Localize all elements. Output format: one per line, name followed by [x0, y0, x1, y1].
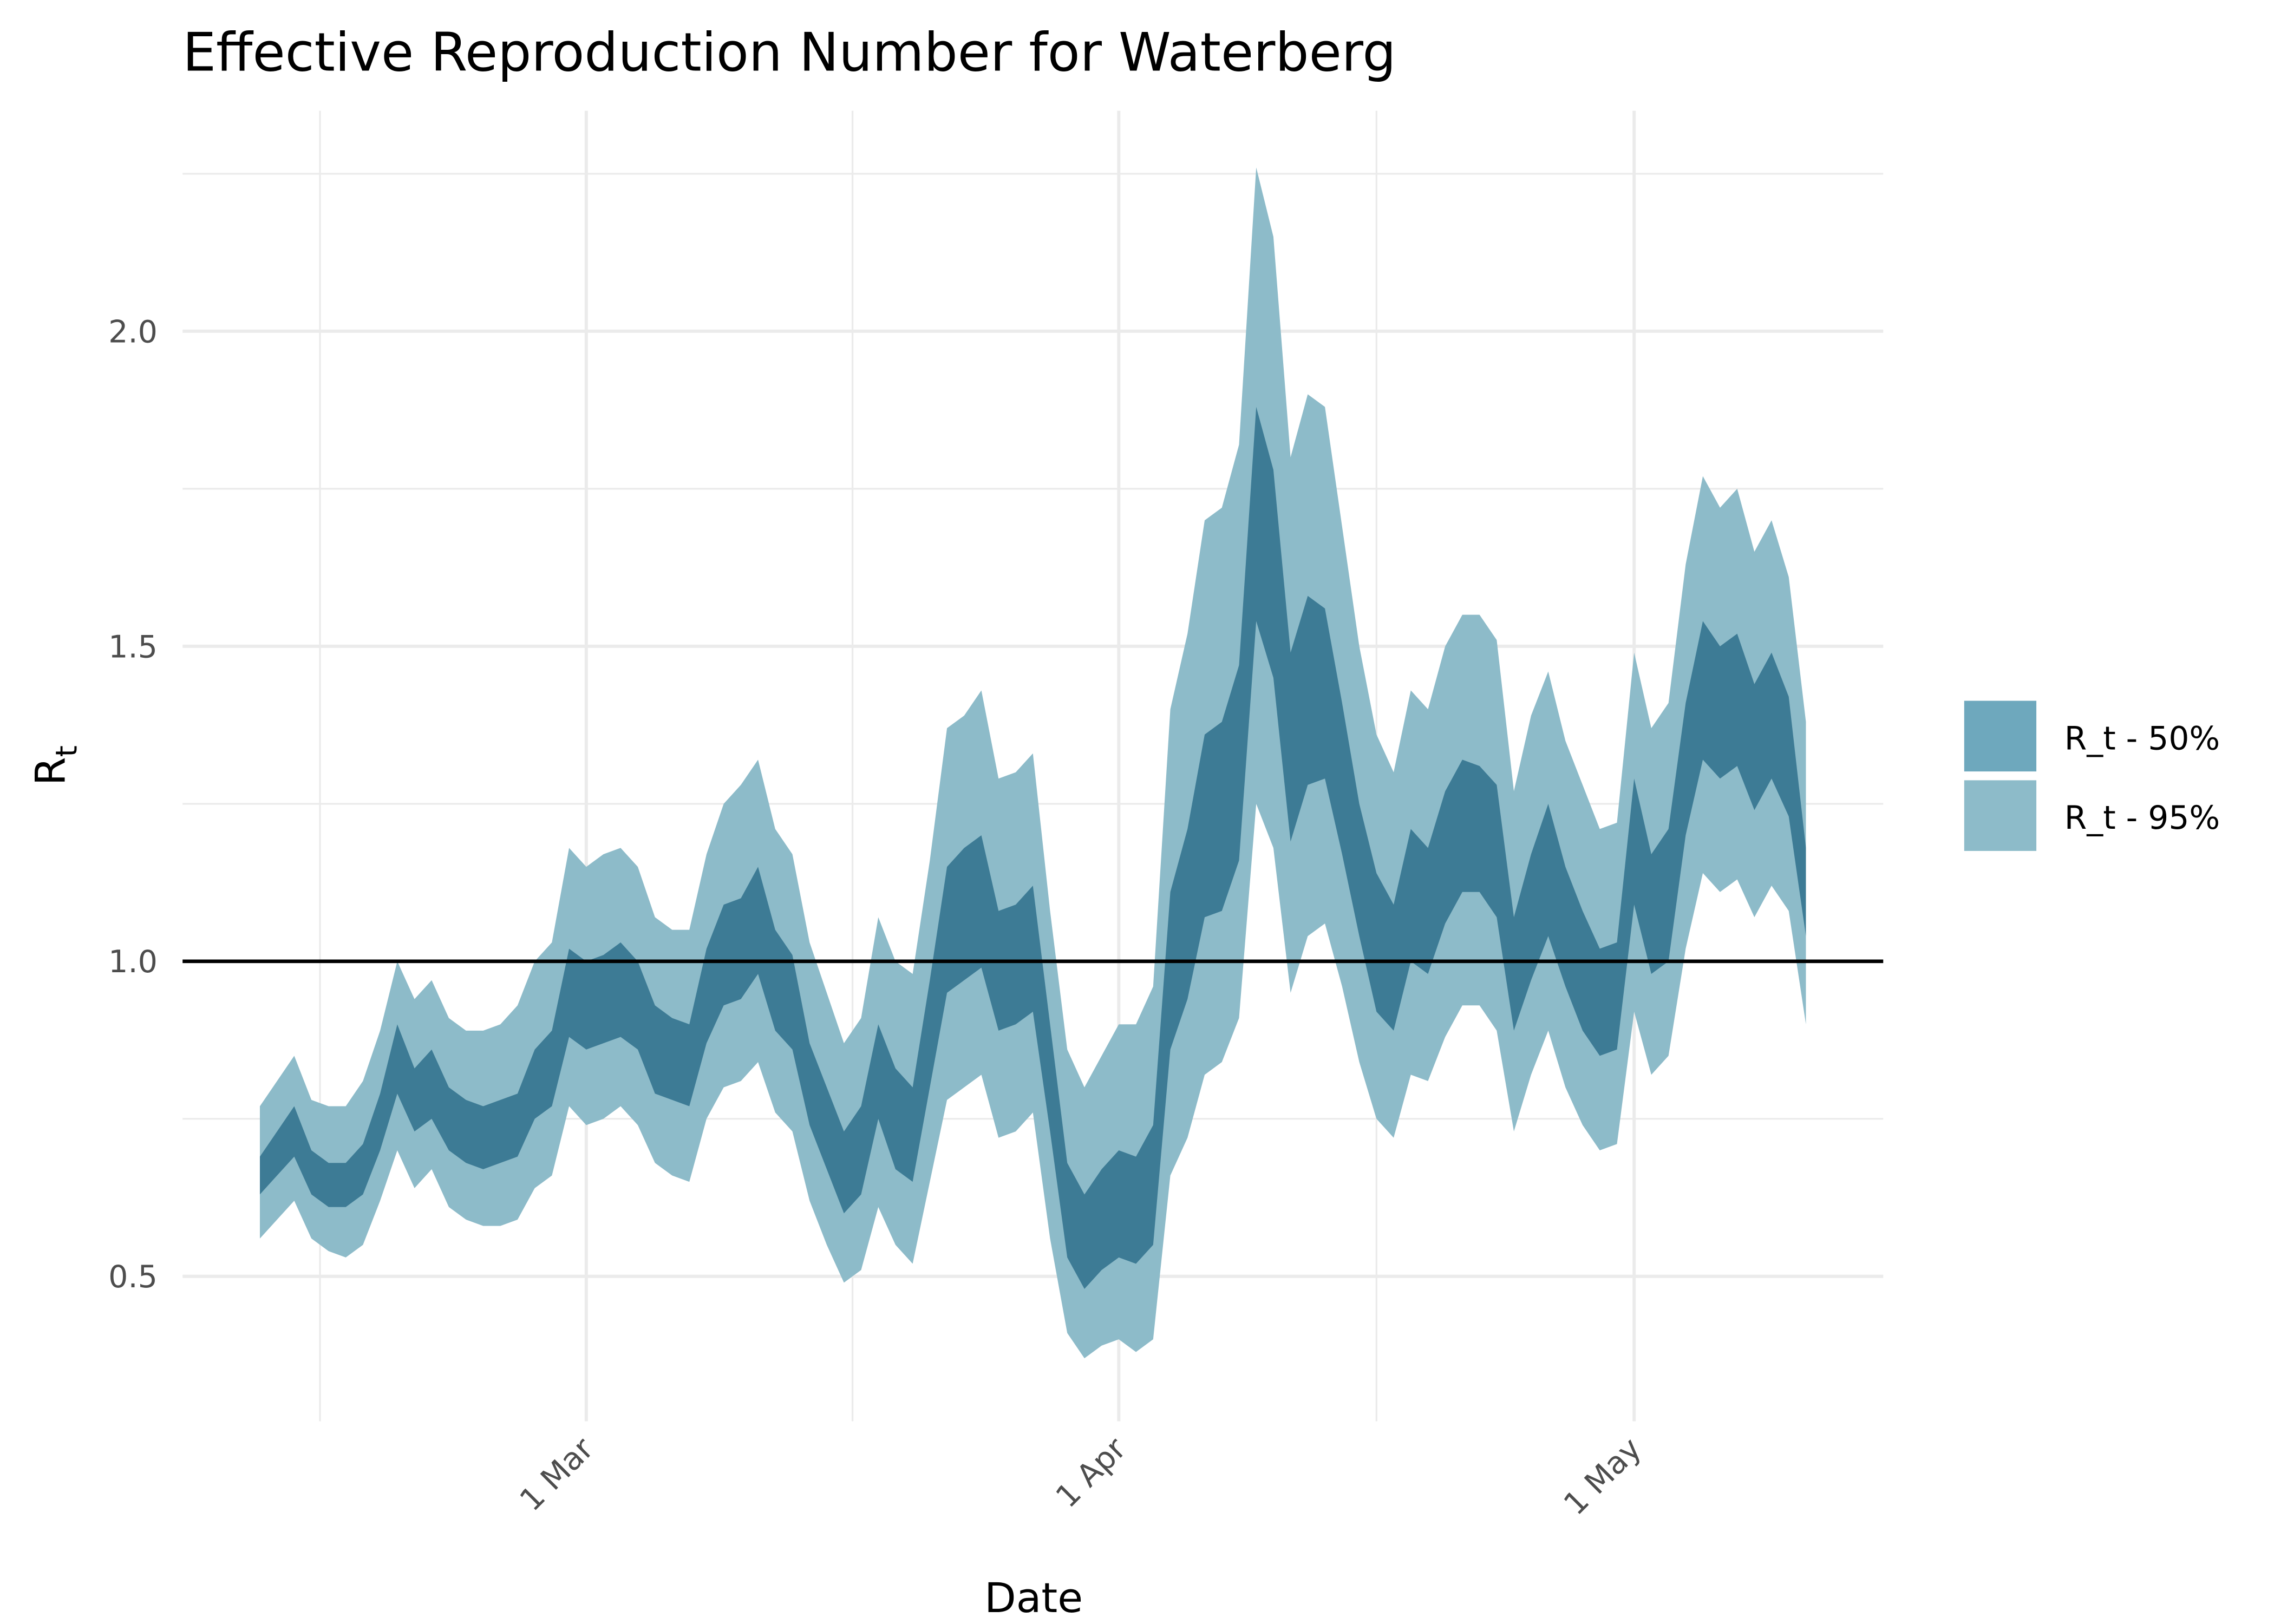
- y-axis-label-main: R: [27, 757, 75, 785]
- y-tick-label: 1.0: [108, 944, 158, 980]
- y-axis-label: Rt: [27, 745, 84, 785]
- legend-label: R_t - 50%: [2064, 719, 2220, 757]
- chart-title: Effective Reproduction Number for Waterb…: [182, 22, 1396, 84]
- ribbons: [259, 167, 1806, 1359]
- y-tick-label: 1.5: [108, 629, 158, 665]
- legend-label: R_t - 95%: [2064, 799, 2220, 837]
- y-tick-label: 2.0: [108, 314, 158, 350]
- y-tick-label: 0.5: [108, 1259, 158, 1295]
- ribbon: [259, 407, 1806, 1289]
- x-axis-label: Date: [984, 1574, 1083, 1622]
- legend-swatch: [1964, 700, 2037, 772]
- y-axis-label-subscript: t: [49, 745, 83, 757]
- legend-swatch: [1964, 780, 2037, 851]
- legend: R_t - 50% R_t - 95%: [1964, 700, 2220, 851]
